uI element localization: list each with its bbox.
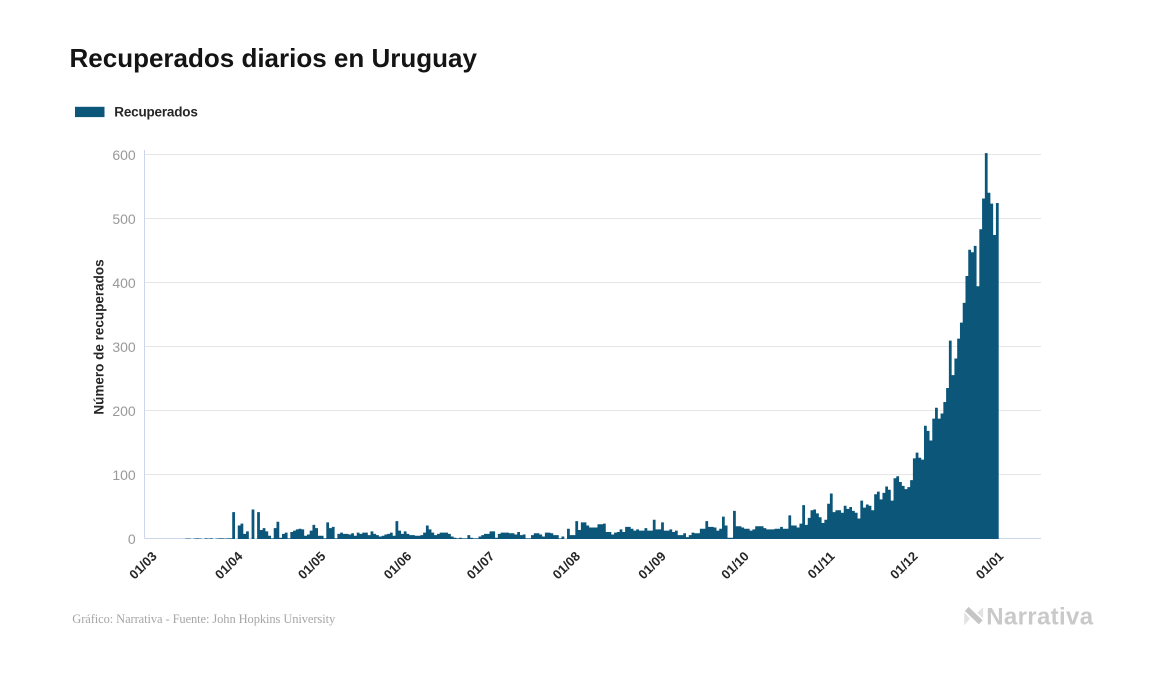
svg-text:500: 500: [112, 211, 136, 227]
svg-text:300: 300: [112, 339, 136, 355]
svg-text:Recuperados diarios en Uruguay: Recuperados diarios en Uruguay: [70, 43, 478, 73]
svg-text:Gráfico: Narrativa - Fuente: J: Gráfico: Narrativa - Fuente: John Hopkin…: [72, 612, 336, 626]
svg-text:Narrativa: Narrativa: [986, 604, 1094, 631]
svg-text:400: 400: [112, 275, 136, 291]
svg-text:0: 0: [128, 531, 136, 547]
svg-text:200: 200: [112, 403, 136, 419]
svg-text:Número de recuperados: Número de recuperados: [92, 259, 107, 414]
svg-text:600: 600: [112, 147, 136, 163]
svg-text:Recuperados: Recuperados: [114, 105, 197, 120]
svg-text:100: 100: [112, 467, 136, 483]
